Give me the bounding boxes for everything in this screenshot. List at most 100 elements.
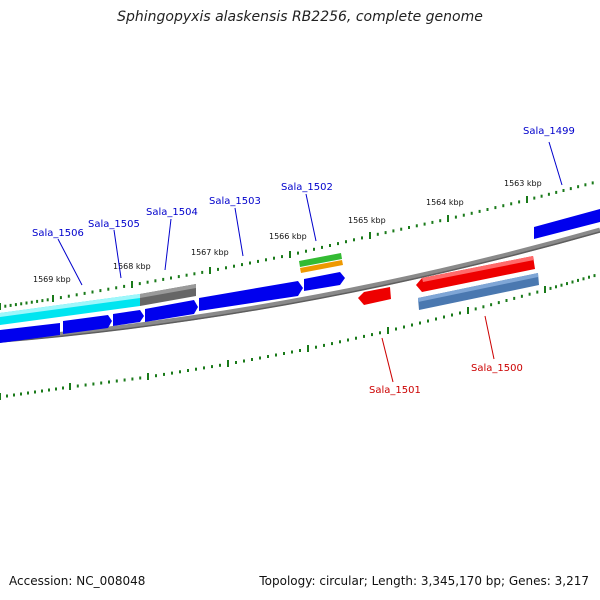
- cds-sala-1505b[interactable]: [113, 310, 144, 326]
- inner-ruler-minor-tick: [560, 283, 563, 287]
- outer-ruler-minor-tick: [170, 276, 172, 280]
- cds-sala-1504[interactable]: [145, 300, 198, 322]
- inner-ruler-minor-tick: [588, 275, 590, 279]
- inner-ruler-minor-tick: [482, 305, 485, 309]
- outer-ruler-major-tick: [289, 251, 291, 258]
- outer-ruler-minor-tick: [329, 244, 331, 247]
- outer-ruler-minor-tick: [376, 232, 379, 236]
- inner-ruler-minor-tick: [443, 315, 445, 319]
- inner-ruler-minor-tick: [459, 311, 461, 315]
- inner-ruler-minor-tick: [593, 274, 596, 278]
- inner-ruler-minor-tick: [299, 349, 301, 352]
- inner-ruler-minor-tick: [379, 331, 381, 335]
- inner-ruler-major-tick: [227, 360, 229, 367]
- leader-sala-1506: [57, 238, 83, 286]
- outer-ruler-minor-tick: [345, 240, 347, 244]
- outer-ruler-minor-tick: [225, 266, 227, 270]
- cds-sala-1503[interactable]: [199, 281, 303, 311]
- outer-ruler-minor-tick: [454, 215, 457, 219]
- outer-ruler-minor-tick: [138, 282, 141, 286]
- label-sala-1502[interactable]: Sala_1502: [281, 182, 333, 193]
- cds-sala-1499[interactable]: [534, 209, 600, 239]
- inner-ruler-minor-tick: [577, 278, 579, 282]
- feature-green[interactable]: [299, 253, 342, 267]
- outer-ruler-minor-tick: [478, 209, 481, 213]
- outer-ruler-major-tick: [209, 267, 211, 274]
- inner-ruler-major-tick: [387, 327, 389, 334]
- inner-ruler-minor-tick: [251, 358, 253, 361]
- inner-ruler-minor-tick: [84, 383, 87, 387]
- outer-ruler-minor-tick: [569, 187, 572, 191]
- cds-gray-block-highlight: [140, 284, 196, 298]
- outer-ruler-minor-tick: [273, 256, 275, 260]
- outer-ruler-minor-tick: [533, 196, 536, 200]
- outer-ruler-minor-tick: [470, 211, 473, 215]
- genome-backbone: [0, 227, 600, 343]
- leader-sala-1505: [113, 229, 122, 279]
- inner-ruler-major-tick: [467, 307, 469, 314]
- outer-ruler-minor-tick: [462, 213, 465, 217]
- outer-ruler-minor-tick: [25, 301, 28, 305]
- outer-ruler-minor-tick: [217, 267, 219, 271]
- outer-ruler-minor-tick: [75, 293, 78, 297]
- inner-ruler-major-tick: [544, 286, 546, 293]
- label-sala-1503[interactable]: Sala_1503: [209, 196, 261, 207]
- cds-sala-1502[interactable]: [304, 272, 345, 291]
- outer-ruler-minor-tick: [540, 194, 543, 198]
- inner-ruler-minor-tick: [363, 334, 365, 338]
- outer-ruler-minor-tick: [415, 224, 418, 228]
- leader-sala-1503: [234, 207, 244, 257]
- label-sala-1505[interactable]: Sala_1505: [88, 219, 140, 230]
- inner-ruler-minor-tick: [283, 352, 285, 355]
- tick-label-1568: 1568 kbp: [113, 262, 151, 271]
- label-sala-1500[interactable]: Sala_1500: [471, 363, 523, 374]
- cds-sala-1501[interactable]: [358, 287, 391, 305]
- inner-ruler-major-tick: [0, 393, 1, 400]
- outer-ruler-minor-tick: [201, 270, 204, 274]
- outer-ruler-minor-tick: [193, 272, 196, 276]
- inner-ruler-minor-tick: [235, 361, 237, 364]
- inner-ruler-minor-tick: [219, 363, 221, 367]
- outer-ruler-minor-tick: [321, 245, 323, 249]
- accession-text: Accession: NC_008048: [9, 574, 146, 588]
- outer-ruler-minor-tick: [59, 296, 62, 300]
- outer-ruler-minor-tick: [99, 289, 102, 293]
- leader-sala-1502: [305, 193, 317, 242]
- label-sala-1506[interactable]: Sala_1506: [32, 228, 84, 239]
- outer-ruler-minor-tick: [257, 259, 259, 263]
- outer-ruler-minor-tick: [392, 229, 395, 233]
- outer-ruler-minor-tick: [41, 299, 44, 303]
- inner-ruler-minor-tick: [427, 319, 429, 323]
- inner-ruler-minor-tick: [211, 365, 213, 369]
- label-sala-1499[interactable]: Sala_1499: [523, 126, 575, 137]
- inner-ruler-major-tick: [307, 345, 309, 352]
- inner-ruler-minor-tick: [323, 343, 325, 347]
- cds-sala-1505[interactable]: [63, 315, 112, 334]
- inner-ruler-minor-tick: [108, 380, 110, 384]
- inner-ruler-minor-tick: [13, 393, 15, 397]
- inner-ruler-minor-tick: [411, 323, 413, 327]
- outer-ruler-minor-tick: [67, 294, 70, 298]
- cds-sala-1506[interactable]: [0, 323, 60, 343]
- label-sala-1501[interactable]: Sala_1501: [369, 385, 421, 396]
- outer-ruler-minor-tick: [494, 206, 497, 210]
- leader-sala-1501: [381, 337, 394, 383]
- outer-ruler-minor-tick: [91, 290, 94, 294]
- feature-orange[interactable]: [300, 260, 343, 273]
- tick-label-1567: 1567 kbp: [191, 248, 229, 257]
- outer-ruler: [0, 181, 594, 310]
- outer-ruler-minor-tick: [297, 251, 299, 255]
- label-sala-1504[interactable]: Sala_1504: [146, 207, 198, 218]
- outer-ruler-minor-tick: [518, 200, 521, 204]
- tick-label-1564: 1564 kbp: [426, 198, 464, 207]
- cds-cyan-block-highlight: [0, 294, 140, 317]
- outer-ruler-major-tick: [447, 215, 449, 222]
- inner-ruler-minor-tick: [92, 382, 95, 386]
- inner-ruler-minor-tick: [513, 296, 516, 300]
- outer-ruler-minor-tick: [486, 208, 489, 211]
- outer-ruler-minor-tick: [281, 255, 283, 259]
- inner-ruler-minor-tick: [62, 386, 64, 390]
- inner-ruler-minor-tick: [419, 321, 421, 325]
- outer-ruler-minor-tick: [154, 279, 157, 283]
